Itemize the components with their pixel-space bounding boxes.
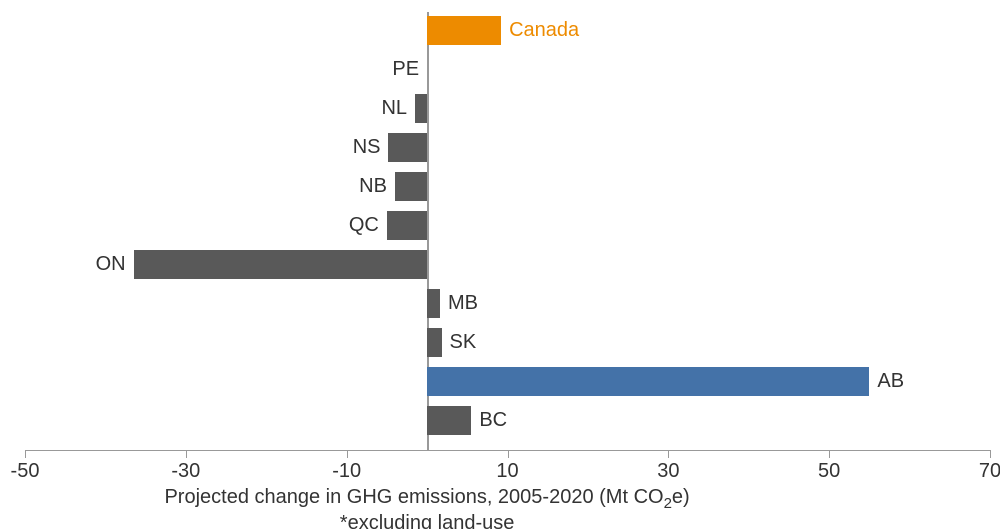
- x-axis-title-text: Projected change in GHG emissions, 2005-…: [164, 486, 663, 508]
- bar: [427, 367, 869, 396]
- x-axis-tick-label: -30: [171, 460, 200, 483]
- bar-label: QC: [349, 214, 379, 237]
- x-axis-tick: [990, 450, 991, 458]
- bar: [427, 289, 440, 318]
- bar-label: BC: [479, 409, 507, 432]
- bar: [415, 94, 427, 123]
- x-axis-tick-label: 30: [657, 460, 679, 483]
- x-axis-tick-label: -50: [11, 460, 40, 483]
- bar: [134, 250, 428, 279]
- x-axis-tick: [25, 450, 26, 458]
- x-axis-tick: [508, 450, 509, 458]
- bar-label: MB: [448, 292, 478, 315]
- bar-label: AB: [877, 370, 904, 393]
- x-axis-tick: [186, 450, 187, 458]
- bar-label: NS: [353, 136, 381, 159]
- bar-label: NL: [381, 97, 407, 120]
- x-axis-tick-label: 50: [818, 460, 840, 483]
- x-axis-tick-label: 10: [496, 460, 518, 483]
- bar: [427, 406, 471, 435]
- bar: [395, 172, 427, 201]
- x-axis-tick: [829, 450, 830, 458]
- x-axis-tick-label: -10: [332, 460, 361, 483]
- x-axis-tick: [668, 450, 669, 458]
- x-axis-title-tail: e): [672, 486, 690, 508]
- ghg-emissions-bar-chart: -50 -30 -10 10 30 50 70 Canada PE NLNS NB QC ON MB SK A…: [0, 0, 1000, 529]
- bar: [388, 133, 427, 162]
- x-axis-title-line1: Projected change in GHG emissions, 2005-…: [164, 486, 689, 509]
- bar: [427, 16, 501, 45]
- bar-label: NB: [359, 175, 387, 198]
- bar-label: SK: [450, 331, 477, 354]
- bar: [427, 328, 441, 357]
- x-axis-tick-label: 70: [979, 460, 1000, 483]
- bar-label: PE: [392, 58, 419, 81]
- bar: [387, 211, 427, 240]
- x-axis-tick: [347, 450, 348, 458]
- bar-label: Canada: [509, 19, 579, 42]
- x-axis-title-line2: *excluding land-use: [340, 512, 515, 529]
- bar-label: ON: [96, 253, 126, 276]
